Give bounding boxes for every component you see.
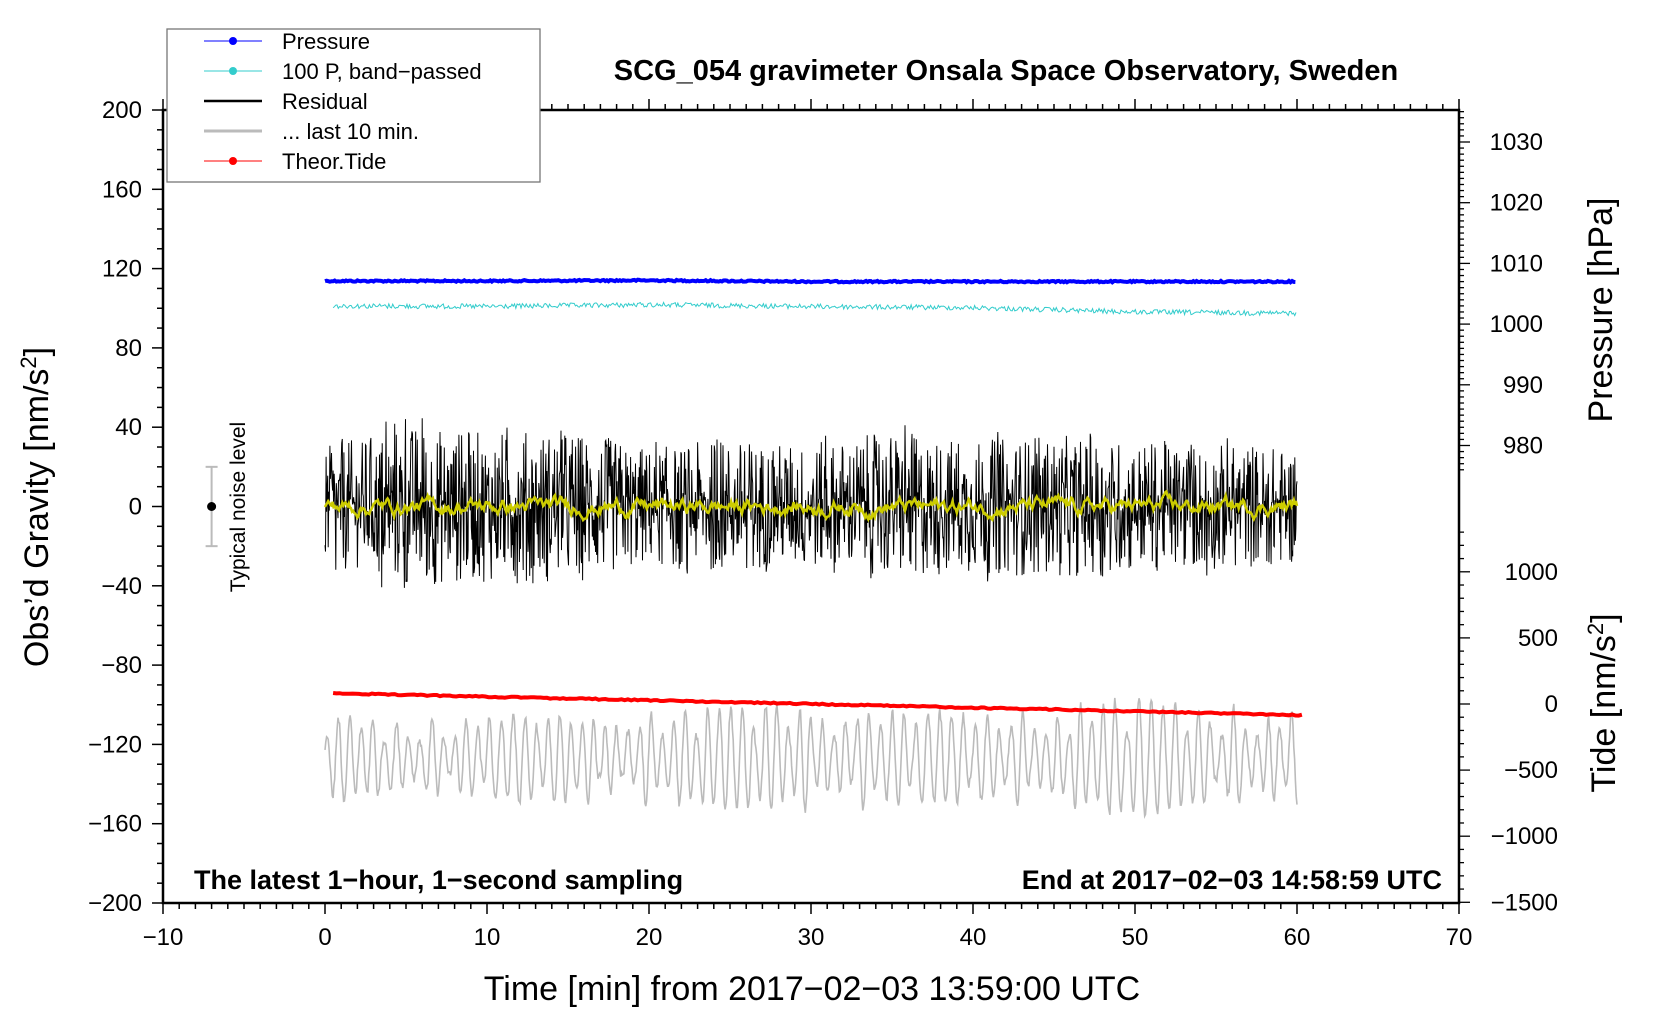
- pressure-line: [324, 277, 1296, 285]
- pressure-tick-label: 1020: [1490, 190, 1543, 217]
- y-tick-label: 80: [115, 335, 142, 362]
- x-tick-label: −10: [143, 924, 184, 951]
- pressure-axis-label: Pressure [hPa]: [1582, 198, 1620, 423]
- legend-label: Residual: [282, 89, 368, 114]
- x-axis-label: Time [min] from 2017−02−03 13:59:00 UTC: [484, 970, 1140, 1008]
- legend: Pressure 100 P, band−passed Residual ... la…: [166, 28, 541, 183]
- tide-line: [332, 691, 1303, 718]
- band-passed-pressure-line: [332, 301, 1297, 317]
- pressure-tick-label: 1000: [1490, 311, 1543, 338]
- tide-tick-label: 500: [1518, 625, 1558, 652]
- pressure-tick-label: 990: [1503, 372, 1543, 399]
- y-tick-label: −40: [101, 573, 142, 600]
- noise-label: Typical noise level: [227, 422, 250, 592]
- y-left-label-end: ]: [18, 347, 56, 356]
- y-tick-label: −160: [88, 811, 142, 838]
- x-tick-label: 50: [1122, 924, 1149, 951]
- y-tick-label: 40: [115, 414, 142, 441]
- tide-tick-label: −500: [1504, 757, 1558, 784]
- plot-frame: [161, 108, 1461, 905]
- y-tick-label: 0: [129, 494, 142, 521]
- y-tick-label: −120: [88, 731, 142, 758]
- series-layer: [323, 277, 1303, 819]
- noise-center-dot: [207, 502, 217, 511]
- noise-level-indicator: Typical noise level: [205, 422, 250, 592]
- legend-label: ... last 10 min.: [282, 119, 419, 144]
- legend-label: Theor.Tide: [282, 149, 386, 174]
- y-left-label-sup: 2: [16, 356, 41, 368]
- y-tick-label: 120: [102, 256, 142, 283]
- tide-label-end: ]: [1585, 613, 1623, 622]
- tide-tick-label: −1500: [1491, 889, 1558, 916]
- pressure-tick-label: 1010: [1490, 250, 1543, 277]
- pressure-tick-label: 980: [1503, 433, 1543, 460]
- legend-marker: [229, 157, 237, 165]
- tide-label-sup: 2: [1583, 623, 1608, 635]
- tide-axis-label: Tide [nm/s2]: [1583, 613, 1623, 792]
- legend-box: [166, 28, 541, 183]
- pressure-tick-label: 1030: [1490, 129, 1543, 156]
- x-tick-label: 40: [960, 924, 987, 951]
- residual-line: [324, 418, 1298, 588]
- y-tick-label: −200: [88, 890, 142, 917]
- x-tick-label: 0: [318, 924, 331, 951]
- y-tick-label: −80: [101, 652, 142, 679]
- tide-tick-label: −1000: [1491, 823, 1558, 850]
- y-tick-label: 200: [102, 97, 142, 124]
- axis-ticks: −10 0 10 20 30 40 50 60 7020016012080400−40−80−1…: [88, 97, 1558, 951]
- legend-marker: [229, 37, 237, 45]
- chart-title: SCG_054 gravimeter Onsala Space Observat…: [614, 55, 1398, 87]
- annotation-left: The latest 1−hour, 1−second sampling: [194, 865, 683, 895]
- y-left-label-main: Obs’d Gravity [nm/s: [18, 369, 56, 668]
- legend-marker: [229, 67, 237, 75]
- y-tick-label: 160: [102, 176, 142, 203]
- legend-label: Pressure: [282, 29, 370, 54]
- residual-smoothed-line: [323, 489, 1299, 523]
- annotation-right: End at 2017−02−03 14:58:59 UTC: [1022, 865, 1442, 895]
- x-tick-label: 70: [1446, 924, 1473, 951]
- tide-tick-label: 0: [1545, 691, 1558, 718]
- last-10-min-line: [324, 697, 1298, 819]
- y-axis-left-label: Obs’d Gravity [nm/s2]: [16, 347, 56, 667]
- x-tick-label: 10: [474, 924, 501, 951]
- tide-label-main: Tide [nm/s: [1585, 635, 1623, 792]
- x-tick-label: 20: [636, 924, 663, 951]
- legend-label: 100 P, band−passed: [282, 59, 482, 84]
- x-tick-label: 60: [1284, 924, 1311, 951]
- x-tick-label: 30: [798, 924, 825, 951]
- tide-tick-label: 1000: [1505, 559, 1558, 586]
